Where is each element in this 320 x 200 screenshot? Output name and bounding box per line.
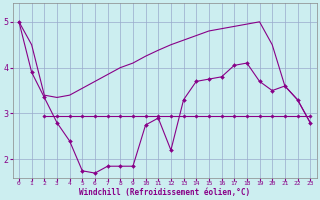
X-axis label: Windchill (Refroidissement éolien,°C): Windchill (Refroidissement éolien,°C): [79, 188, 250, 197]
